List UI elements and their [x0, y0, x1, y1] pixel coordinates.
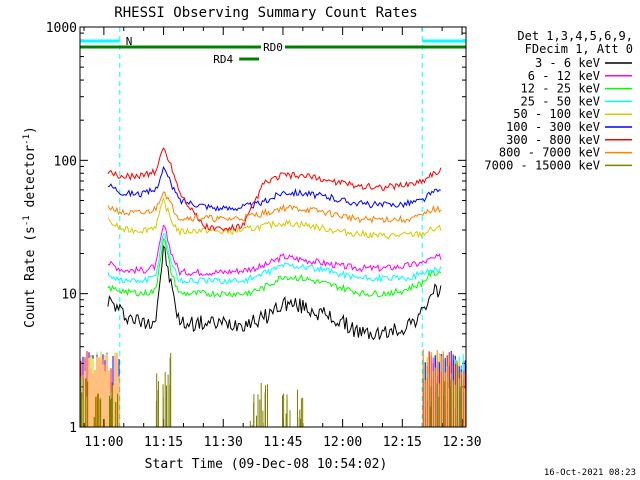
- legend-label-50-100-kev: 50 - 100 keV: [513, 107, 600, 121]
- series-100-300-kev: [107, 165, 442, 212]
- flag-label: RD4: [213, 53, 233, 66]
- legend-label-3-6-kev: 3 - 6 keV: [535, 56, 600, 70]
- legend-label-12-25-kev: 12 - 25 keV: [521, 82, 600, 96]
- series-6-12-kev: [107, 224, 442, 277]
- x-tick-label: 11:15: [144, 435, 183, 450]
- x-axis-ticks: 11:00 11:15 11:30 11:45 12:00 12:15 12:30: [83, 27, 482, 450]
- y-tick-label: 1000: [46, 21, 77, 36]
- series-7000-15000-kev: [80, 352, 462, 427]
- x-tick-label: 12:00: [323, 435, 362, 450]
- annotations: N RD0 RD4: [79, 27, 467, 427]
- series-300-800-kev: [107, 147, 442, 232]
- legend-header-line-2: FDecim 1, Att 0: [525, 42, 633, 56]
- x-tick-label: 12:30: [442, 435, 481, 450]
- x-tick-label: 11:45: [263, 435, 302, 450]
- legend-label-7000-15000-kev: 7000 - 15000 keV: [484, 158, 600, 172]
- data-series: [80, 147, 466, 427]
- series-3-6-kev: [107, 245, 442, 341]
- plot-frame: [79, 26, 467, 428]
- chart-title: RHESSI Observing Summary Count Rates: [114, 5, 417, 21]
- y-tick-label: 10: [61, 288, 77, 303]
- y-axis-label: Count Rate (s-1 detector-1): [22, 126, 38, 328]
- legend-label-6-12-kev: 6 - 12 keV: [528, 69, 600, 83]
- generated-timestamp: 16-Oct-2021 08:23: [544, 468, 636, 478]
- series-12-25-kev: [107, 237, 442, 298]
- flag-label-bg: [261, 40, 285, 52]
- flag-label: RD0: [263, 41, 283, 54]
- x-tick-label: 11:00: [84, 435, 123, 450]
- x-axis-label: Start Time (09-Dec-08 10:54:02): [145, 457, 388, 472]
- legend-label-300-800-kev: 300 - 800 keV: [506, 133, 600, 147]
- legend-label-800-7000-kev: 800 - 7000 keV: [499, 146, 600, 160]
- legend-header-line-1: Det 1,3,4,5,6,9,: [517, 29, 633, 43]
- x-tick-label: 12:15: [383, 435, 422, 450]
- legend: Det 1,3,4,5,6,9, FDecim 1, Att 0 3 - 6 k…: [484, 29, 633, 172]
- night-label: N: [126, 35, 133, 48]
- series-800-7000-kev: [107, 191, 442, 224]
- y-tick-label: 1: [69, 421, 77, 436]
- x-tick-label: 11:30: [204, 435, 243, 450]
- legend-label-100-300-kev: 100 - 300 keV: [506, 120, 600, 134]
- legend-label-25-50-kev: 25 - 50 keV: [521, 94, 600, 108]
- series-50-100-kev: [107, 196, 442, 240]
- y-tick-label: 100: [54, 154, 77, 169]
- series-25-50-kev: [107, 233, 442, 285]
